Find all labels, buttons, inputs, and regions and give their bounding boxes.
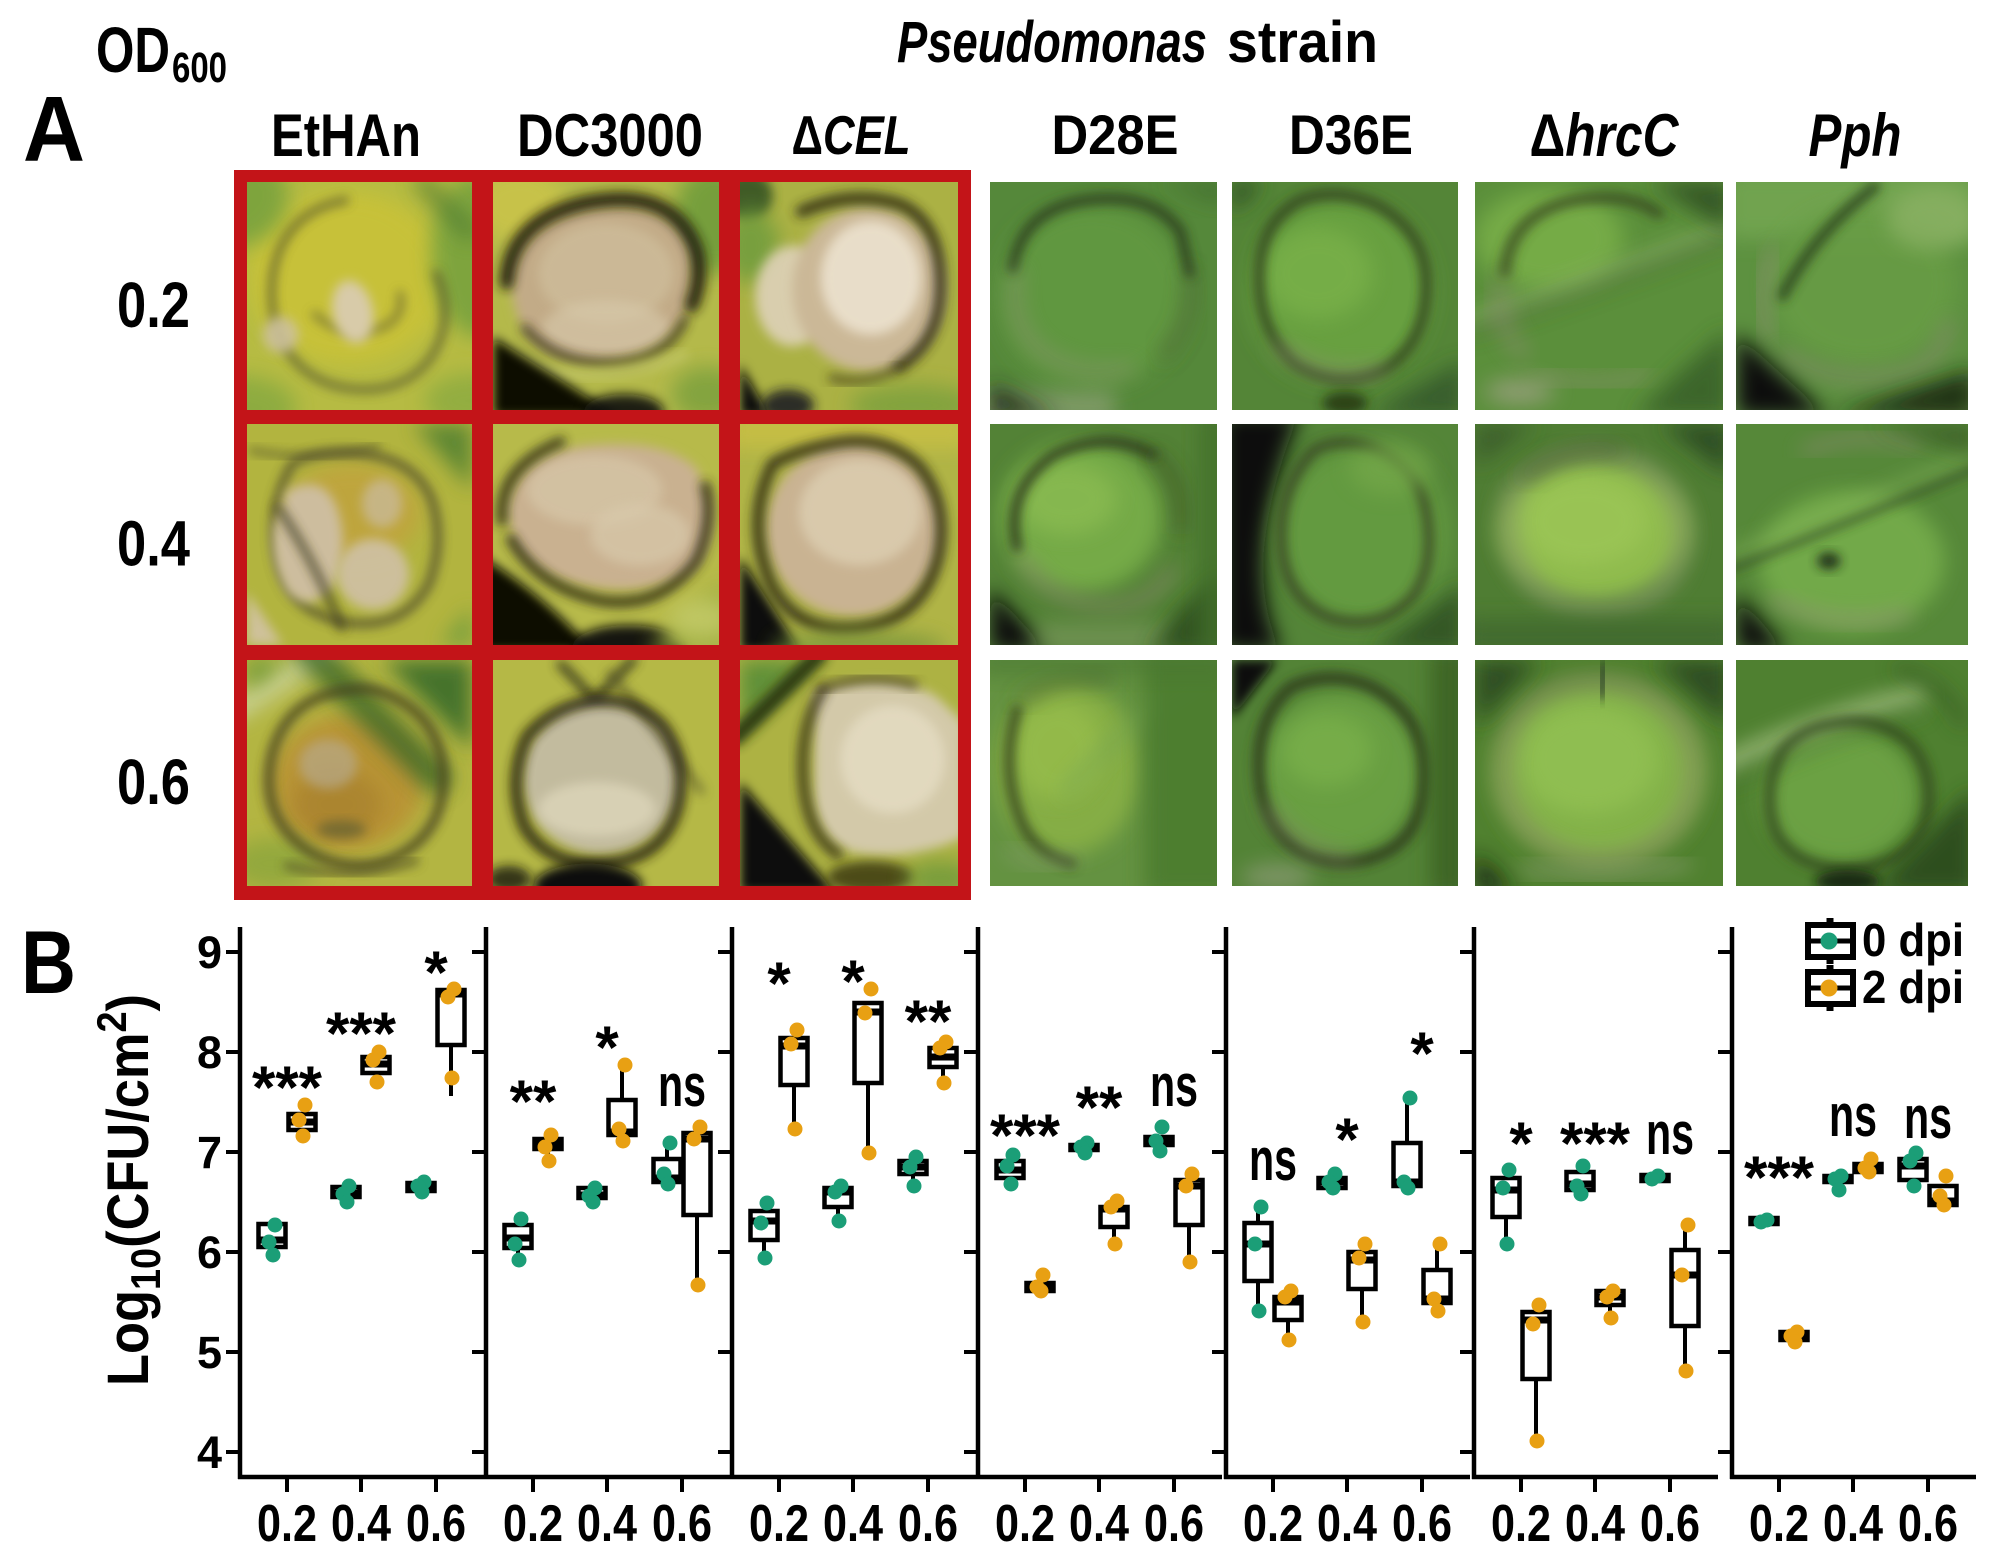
svg-text:6: 6 (197, 1227, 222, 1278)
svg-text:Pseudomonas: Pseudomonas (897, 10, 1207, 75)
svg-text:DC3000: DC3000 (517, 102, 703, 169)
svg-text:ns: ns (658, 1052, 706, 1119)
svg-text:0.2: 0.2 (1749, 1495, 1809, 1553)
svg-text:5: 5 (197, 1327, 222, 1378)
svg-text:*: * (595, 1014, 619, 1081)
svg-text:*: * (841, 948, 865, 1015)
svg-text:0.4: 0.4 (1317, 1495, 1377, 1553)
svg-text:0.6: 0.6 (1898, 1495, 1958, 1553)
svg-text:*: * (1509, 1110, 1533, 1177)
svg-text:0.4: 0.4 (117, 508, 190, 580)
svg-text:*: * (1410, 1020, 1434, 1087)
svg-text:ns: ns (1646, 1100, 1694, 1167)
svg-text:Pph: Pph (1809, 102, 1902, 169)
svg-text:8: 8 (197, 1027, 222, 1078)
svg-text:ns: ns (1829, 1082, 1877, 1149)
svg-text:ns: ns (1249, 1126, 1297, 1193)
svg-text:ns: ns (1904, 1084, 1952, 1151)
svg-text:***: *** (1560, 1110, 1631, 1177)
svg-text:***: *** (252, 1054, 323, 1121)
svg-text:D36E: D36E (1289, 103, 1413, 166)
svg-text:B: B (21, 912, 76, 1012)
svg-text:***: *** (326, 1000, 397, 1067)
svg-text:0.4: 0.4 (823, 1495, 883, 1553)
svg-text:*: * (1335, 1106, 1359, 1173)
svg-text:0.6: 0.6 (1392, 1495, 1452, 1553)
svg-text:***: *** (1744, 1144, 1815, 1211)
svg-text:***: *** (990, 1102, 1061, 1169)
svg-text:0.2: 0.2 (1243, 1495, 1303, 1553)
svg-text:0.2: 0.2 (503, 1495, 563, 1553)
svg-text:0.6: 0.6 (652, 1495, 712, 1553)
svg-text:Log10(CFU/cm2): Log10(CFU/cm2) (88, 994, 169, 1386)
svg-text:0 dpi: 0 dpi (1862, 914, 1964, 966)
svg-text:A: A (23, 77, 85, 181)
svg-text:0.2: 0.2 (117, 269, 190, 341)
svg-text:0.6: 0.6 (406, 1495, 466, 1553)
svg-text:*: * (767, 950, 791, 1017)
svg-text:0.6: 0.6 (117, 746, 190, 818)
svg-text:0.4: 0.4 (331, 1495, 391, 1553)
svg-text:0.6: 0.6 (1640, 1495, 1700, 1553)
svg-text:4: 4 (197, 1427, 222, 1478)
svg-text:2 dpi: 2 dpi (1862, 961, 1964, 1013)
svg-text:0.2: 0.2 (1491, 1495, 1551, 1553)
svg-text:600: 600 (172, 44, 227, 92)
svg-text:ΔCEL: ΔCEL (792, 104, 911, 166)
svg-text:7: 7 (197, 1127, 222, 1178)
svg-text:OD: OD (96, 14, 170, 86)
svg-text:ns: ns (1150, 1052, 1198, 1119)
svg-text:EtHAn: EtHAn (271, 102, 421, 169)
svg-text:strain: strain (1227, 10, 1378, 75)
svg-text:D28E: D28E (1052, 103, 1179, 166)
svg-text:0.4: 0.4 (1565, 1495, 1625, 1553)
svg-text:0.4: 0.4 (1069, 1495, 1129, 1553)
svg-text:0.6: 0.6 (898, 1495, 958, 1553)
svg-text:0.4: 0.4 (1823, 1495, 1883, 1553)
svg-text:**: ** (905, 988, 952, 1055)
svg-text:*: * (424, 939, 448, 1006)
svg-text:0.2: 0.2 (257, 1495, 317, 1553)
svg-text:0.4: 0.4 (577, 1495, 637, 1553)
svg-text:9: 9 (197, 927, 222, 978)
svg-text:ΔhrcC: ΔhrcC (1530, 102, 1680, 169)
svg-text:**: ** (1076, 1074, 1123, 1141)
svg-text:0.2: 0.2 (995, 1495, 1055, 1553)
svg-text:0.6: 0.6 (1144, 1495, 1204, 1553)
svg-text:0.2: 0.2 (749, 1495, 809, 1553)
svg-text:**: ** (510, 1068, 557, 1135)
